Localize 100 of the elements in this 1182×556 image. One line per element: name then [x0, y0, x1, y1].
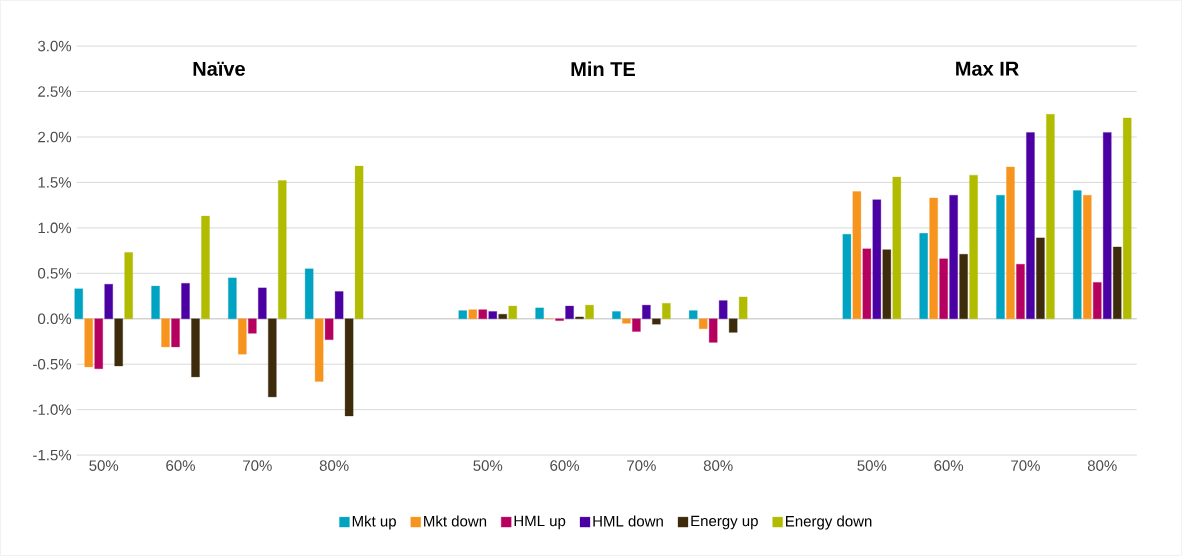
y-tick-label: 1.0%	[38, 222, 72, 234]
bar	[191, 318, 200, 378]
x-tick-label: 70%	[243, 460, 272, 471]
bar	[949, 195, 958, 319]
bar	[939, 258, 948, 319]
x-tick-label: 60%	[550, 460, 580, 471]
bar	[969, 175, 978, 319]
bar	[738, 296, 748, 319]
y-tick-label: -1.0%	[33, 404, 72, 415]
bar	[1046, 114, 1055, 319]
bar	[892, 176, 901, 319]
bar	[304, 268, 314, 319]
bar	[652, 318, 661, 325]
x-tick-label: 70%	[627, 460, 656, 471]
bar	[642, 304, 651, 319]
x-tick-label: 60%	[166, 460, 195, 471]
bar	[862, 248, 872, 319]
bar	[1103, 132, 1112, 319]
bar	[1036, 237, 1045, 319]
bar	[124, 252, 133, 319]
bar	[201, 215, 210, 319]
bar	[622, 318, 631, 324]
bar	[488, 311, 497, 319]
x-tick-label: 80%	[319, 460, 349, 471]
legend-label: HML up	[514, 515, 566, 530]
bar	[882, 249, 891, 319]
bar	[1016, 264, 1025, 319]
bar	[508, 305, 517, 319]
bar	[84, 318, 93, 368]
bar	[1026, 132, 1035, 319]
bar	[959, 254, 968, 319]
y-tick-label: -0.5%	[33, 358, 72, 370]
bar	[478, 309, 487, 319]
x-tick-label: 80%	[1087, 460, 1117, 471]
y-tick-label: 2.0%	[38, 131, 72, 143]
bar	[535, 307, 544, 319]
bar	[334, 291, 344, 319]
bar	[344, 318, 354, 417]
bar	[161, 318, 170, 348]
bar	[324, 318, 334, 340]
bar	[719, 300, 728, 319]
bar	[585, 304, 594, 319]
bar	[248, 318, 257, 334]
bar	[929, 197, 938, 319]
bar	[852, 191, 862, 319]
bar	[238, 318, 247, 355]
bar	[458, 310, 467, 319]
legend-label: Energy down	[786, 515, 872, 530]
bar	[74, 288, 83, 319]
bar	[151, 285, 160, 319]
bar	[662, 303, 671, 319]
x-tick-label: 60%	[934, 460, 964, 471]
bar	[1073, 190, 1082, 319]
legend-label: Mkt down	[424, 515, 487, 527]
x-tick-label: 80%	[703, 460, 733, 471]
bar	[258, 287, 267, 319]
x-tick-label: 70%	[1011, 460, 1040, 471]
x-tick-label: 50%	[89, 460, 119, 471]
x-tick-label: 50%	[473, 460, 503, 471]
bar	[842, 234, 852, 319]
bar	[699, 318, 708, 329]
annotation: Max IR	[956, 61, 1019, 76]
y-tick-label: 0.5%	[38, 268, 72, 279]
y-tick-label: 2.5%	[38, 86, 72, 97]
bar	[729, 318, 738, 333]
bar	[1006, 166, 1015, 319]
bar	[314, 318, 324, 382]
bar	[872, 199, 881, 319]
bar	[354, 165, 364, 319]
bar	[1123, 117, 1132, 319]
bar	[689, 310, 698, 319]
y-tick-label: 3.0%	[38, 40, 72, 52]
bar	[268, 318, 277, 398]
y-tick-label: 1.5%	[38, 177, 72, 188]
annotation: Min TE	[571, 61, 635, 77]
bar	[94, 318, 103, 369]
y-tick-label: 0.0%	[38, 313, 72, 325]
legend-label: HML down	[593, 515, 663, 527]
legend-label: Mkt up	[352, 515, 396, 530]
bar	[709, 318, 718, 343]
bar	[171, 318, 180, 348]
bar	[104, 284, 113, 319]
bar	[228, 277, 237, 319]
bar	[1093, 282, 1102, 319]
bar	[114, 318, 123, 367]
bar	[565, 305, 574, 319]
annotation: Naïve	[193, 61, 245, 76]
bar	[468, 309, 477, 319]
bar	[278, 180, 287, 319]
bar	[632, 318, 641, 332]
bar	[996, 195, 1005, 319]
bar	[919, 233, 928, 319]
bar	[498, 314, 507, 319]
bar	[1083, 195, 1092, 319]
legend-label: Energy up	[691, 515, 758, 530]
x-tick-label: 50%	[857, 460, 887, 471]
bar	[181, 283, 190, 319]
bar	[612, 311, 621, 319]
y-tick-label: -1.5%	[33, 449, 72, 461]
bar	[1113, 246, 1122, 319]
